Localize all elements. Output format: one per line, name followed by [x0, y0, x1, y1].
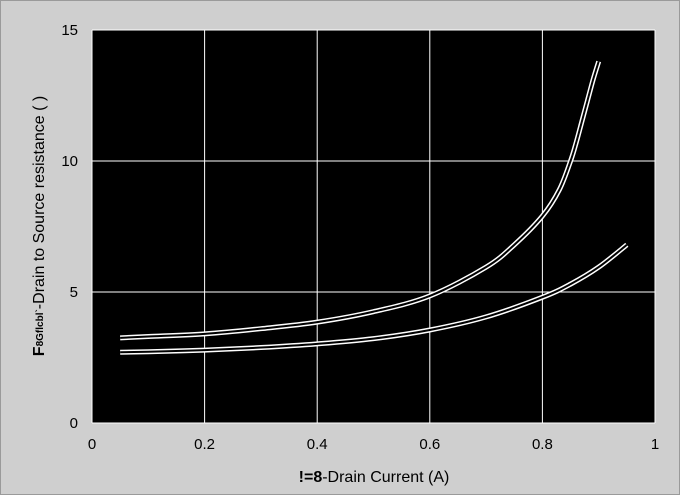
- grid: [91, 29, 656, 424]
- series-group: [120, 60, 629, 355]
- y-axis-symbol: F: [31, 346, 48, 356]
- y-tick-label: 0: [70, 415, 78, 432]
- x-axis-text: -Drain Current (A): [322, 469, 449, 486]
- x-tick-label: 0.8: [532, 436, 553, 453]
- x-axis-label: !=8-Drain Current (A): [299, 469, 450, 486]
- annotation-tj: Tj= 25: [99, 38, 144, 55]
- series-line-vgs-4-5v: [120, 61, 600, 339]
- x-tick-label: 0: [88, 436, 96, 453]
- annotation-vgs-4-5v: VGS=-4.5V: [318, 274, 400, 291]
- x-tick-label: 0.6: [419, 436, 440, 453]
- series-line-vgs-10v: [120, 244, 628, 354]
- plot-area: [92, 30, 655, 423]
- x-axis-symbol: !=8: [299, 469, 323, 486]
- y-axis-subscript: 8Gflcbl`: [35, 309, 46, 346]
- y-tick-label: 10: [61, 153, 78, 170]
- x-tick-label: 0.4: [307, 436, 328, 453]
- y-axis-text: -Drain to Source resistance ( ): [31, 96, 48, 309]
- annotation-vgs-10v: VGS= -10V: [318, 362, 400, 379]
- y-axis-label: F8Gflcbl`-Drain to Source resistance ( ): [31, 96, 48, 356]
- x-tick-label: 1: [651, 436, 659, 453]
- y-tick-label: 15: [61, 22, 78, 39]
- x-tick-label: 0.2: [194, 436, 215, 453]
- y-tick-label: 5: [70, 284, 78, 301]
